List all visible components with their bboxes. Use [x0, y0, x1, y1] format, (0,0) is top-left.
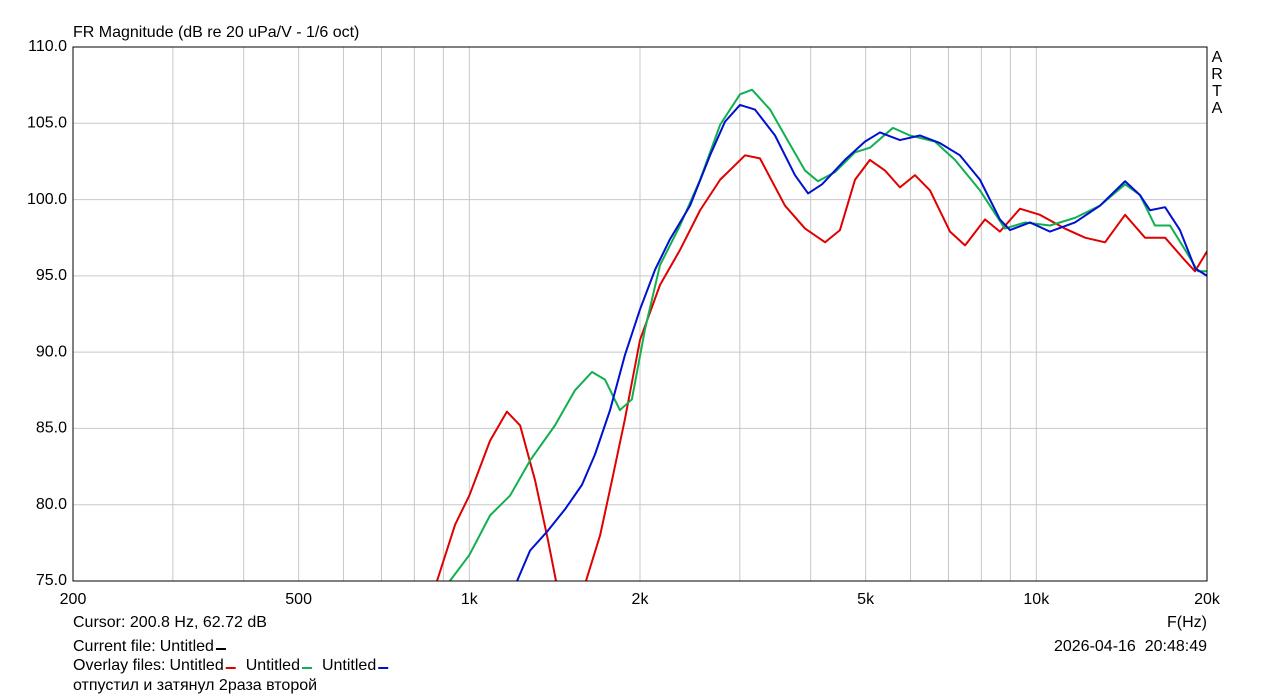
y-tick-label: 75.0 — [36, 572, 67, 589]
current-file-label: Current file: — [73, 638, 156, 655]
y-tick-label: 110.0 — [28, 38, 67, 55]
series-line — [436, 154, 1207, 581]
legend-label: Untitled — [246, 657, 300, 674]
x-tick-label: 200 — [60, 591, 87, 608]
comment: отпустил и затянул 2раза второй — [73, 677, 317, 694]
y-tick-label: 85.0 — [36, 420, 67, 437]
series-line — [449, 88, 1207, 581]
x-tick-label: 2k — [632, 591, 650, 608]
x-tick-label: 5k — [857, 591, 875, 608]
plot-frame — [72, 46, 1208, 582]
legend-label: Untitled — [322, 657, 376, 674]
cursor-readout: Cursor: 200.8 Hz, 62.72 dB — [73, 614, 267, 631]
y-tick-label: 90.0 — [36, 343, 67, 360]
chart-title: FR Magnitude (dB re 20 uPa/V - 1/6 oct) — [73, 24, 359, 41]
plot-lines — [436, 88, 1207, 581]
legend-label: Untitled — [169, 657, 223, 674]
x-axis-label: F(Hz) — [1167, 614, 1207, 631]
x-tick-label: 1k — [461, 591, 479, 608]
y-tick-label: 100.0 — [27, 191, 67, 208]
x-tick-label: 10k — [1023, 591, 1050, 608]
overlay-files-label: Overlay files: — [73, 657, 165, 674]
y-tick-label: 105.0 — [27, 115, 67, 132]
current-file-name: Untitled — [160, 638, 214, 655]
series-line — [516, 103, 1207, 581]
y-tick-label: 80.0 — [36, 496, 67, 513]
x-tick-label: 500 — [285, 591, 312, 608]
timestamp: 2026-04-16 20:48:49 — [1054, 638, 1207, 655]
y-tick-label: 95.0 — [36, 267, 67, 284]
x-tick-label: 20k — [1194, 591, 1221, 608]
